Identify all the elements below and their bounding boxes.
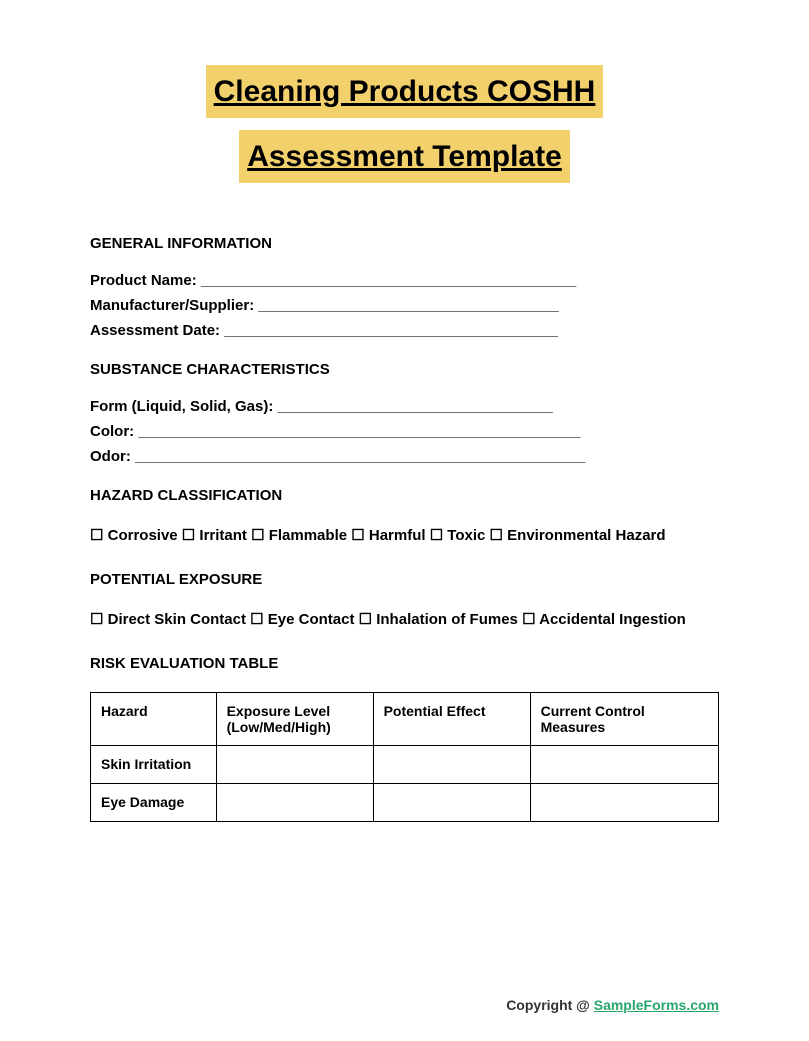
cell-hazard: Eye Damage [91, 783, 217, 821]
title-block: Cleaning Products COSHH Assessment Templ… [90, 65, 719, 195]
risk-evaluation-table: Hazard Exposure Level (Low/Med/High) Pot… [90, 692, 719, 822]
section-hazard: HAZARD CLASSIFICATION ☐ Corrosive ☐ Irri… [90, 487, 719, 549]
section-risk-table: RISK EVALUATION TABLE Hazard Exposure Le… [90, 655, 719, 822]
footer: Copyright @ SampleForms.com [506, 997, 719, 1013]
field-assessment-date: Assessment Date: _______________________… [90, 322, 719, 339]
heading-substance: SUBSTANCE CHARACTERISTICS [90, 361, 719, 378]
heading-exposure: POTENTIAL EXPOSURE [90, 571, 719, 588]
heading-hazard: HAZARD CLASSIFICATION [90, 487, 719, 504]
cell-control [530, 745, 718, 783]
cell-effect [373, 745, 530, 783]
section-exposure: POTENTIAL EXPOSURE ☐ Direct Skin Contact… [90, 571, 719, 633]
table-header-row: Hazard Exposure Level (Low/Med/High) Pot… [91, 692, 719, 745]
cell-control [530, 783, 718, 821]
table-row: Skin Irritation [91, 745, 719, 783]
footer-link[interactable]: SampleForms.com [594, 997, 719, 1013]
col-hazard: Hazard [91, 692, 217, 745]
field-form: Form (Liquid, Solid, Gas): _____________… [90, 398, 719, 415]
hazard-options: ☐ Corrosive ☐ Irritant ☐ Flammable ☐ Har… [90, 524, 719, 549]
document-page: Cleaning Products COSHH Assessment Templ… [0, 0, 809, 822]
col-potential-effect: Potential Effect [373, 692, 530, 745]
cell-exposure [216, 783, 373, 821]
footer-prefix: Copyright @ [506, 997, 594, 1013]
field-manufacturer: Manufacturer/Supplier: _________________… [90, 297, 719, 314]
col-control-measures: Current Control Measures [530, 692, 718, 745]
exposure-options: ☐ Direct Skin Contact ☐ Eye Contact ☐ In… [90, 608, 719, 633]
col-exposure-level: Exposure Level (Low/Med/High) [216, 692, 373, 745]
cell-exposure [216, 745, 373, 783]
heading-general: GENERAL INFORMATION [90, 235, 719, 252]
heading-risk-table: RISK EVALUATION TABLE [90, 655, 719, 672]
cell-hazard: Skin Irritation [91, 745, 217, 783]
section-general: GENERAL INFORMATION Product Name: ______… [90, 235, 719, 339]
cell-effect [373, 783, 530, 821]
section-substance: SUBSTANCE CHARACTERISTICS Form (Liquid, … [90, 361, 719, 465]
field-color: Color: _________________________________… [90, 423, 719, 440]
field-odor: Odor: __________________________________… [90, 448, 719, 465]
field-product-name: Product Name: __________________________… [90, 272, 719, 289]
table-row: Eye Damage [91, 783, 719, 821]
title-line-1: Cleaning Products COSHH [206, 65, 604, 118]
title-line-2: Assessment Template [239, 130, 570, 183]
